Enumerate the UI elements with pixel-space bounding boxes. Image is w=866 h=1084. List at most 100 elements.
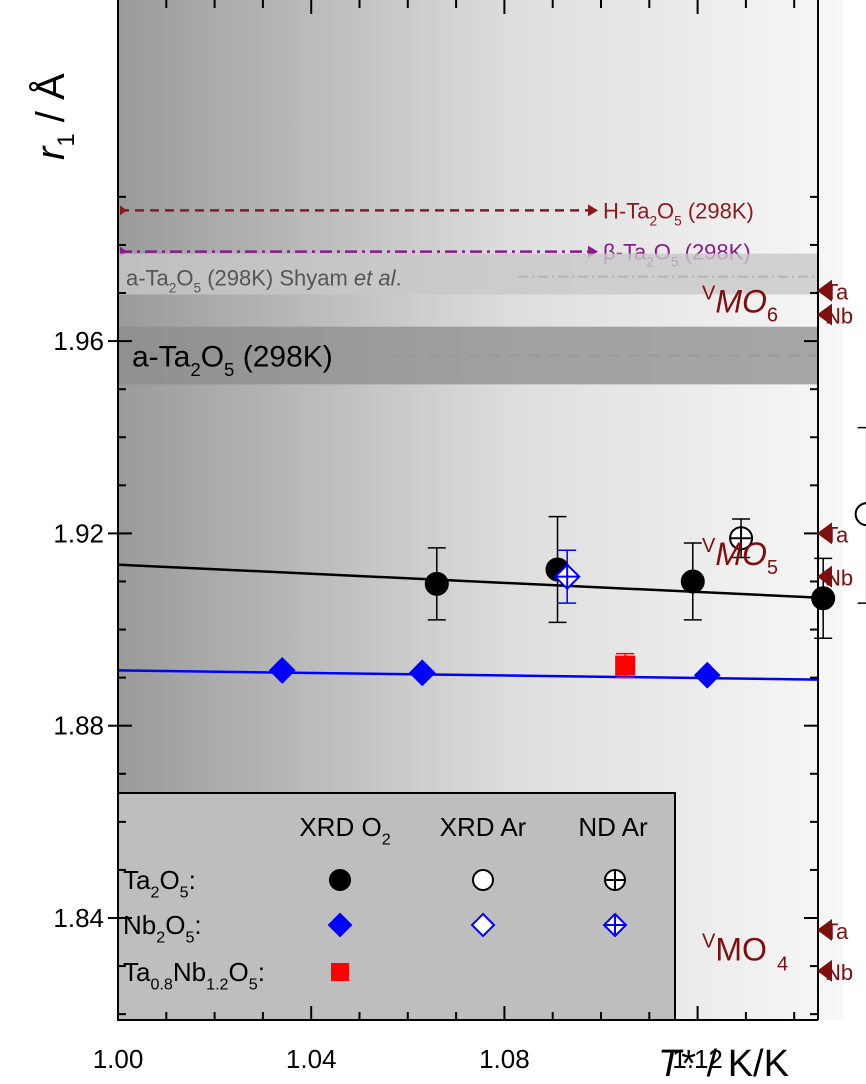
marker-diamond-filled — [408, 659, 436, 687]
reference-lines: H-Ta2O5 (298K)β-Ta2O5 (298K)a-Ta2O5 (298… — [118, 198, 818, 385]
legend-row-label-part: 2 — [150, 883, 159, 901]
element-label-nb: Nb — [825, 304, 853, 329]
ref-label-part: 2 — [169, 281, 177, 296]
polyhedron-label: VMO5 — [702, 535, 778, 579]
series-diamond-filled — [268, 656, 721, 689]
fit-line — [118, 563, 818, 599]
legend-row-label-part: O — [229, 957, 249, 987]
x-tick-label: 1.04 — [286, 1044, 337, 1074]
ref-label-part: O — [176, 266, 193, 291]
marker-diamond-cross — [602, 912, 628, 938]
ref-arrow — [588, 204, 598, 217]
legend-row-label-part: 1.2 — [206, 975, 228, 993]
polyhedron-label-part: MO — [715, 284, 767, 320]
legend-row-label-part: O — [165, 910, 185, 940]
series-circle-cross — [729, 518, 754, 559]
ref-label-part: 5 — [674, 213, 682, 228]
legend-row-label: Ta0.8Nb1.2O5: — [123, 957, 265, 993]
element-label-ta: Ta — [825, 919, 849, 944]
ref-arrow-start — [120, 205, 127, 216]
x-tick-label: 1.00 — [93, 1044, 144, 1074]
legend-row-label-part: 0.8 — [150, 975, 172, 993]
marker-diamond — [408, 659, 436, 687]
marker-circle — [329, 869, 351, 891]
marker-circle-filled — [329, 869, 351, 891]
legend-header-part: XRD Ar — [440, 812, 527, 842]
marker-square — [331, 963, 349, 981]
marker-diamond — [693, 661, 721, 689]
polyhedron-label-part: 5 — [767, 557, 778, 579]
legend-row-label-part: Nb — [173, 957, 206, 987]
marker-square-filled — [331, 963, 349, 981]
ref-label-part: 2 — [649, 213, 657, 228]
legend-header-part: ND Ar — [578, 812, 648, 842]
legend-box — [117, 792, 676, 1021]
ref-label-part: H-Ta — [603, 198, 650, 223]
y-axis-label-part: 1 — [53, 133, 80, 146]
polyhedron-label-part: V — [702, 283, 716, 305]
legend-row-label-part: : — [194, 910, 201, 940]
ref-label-part: 5 — [224, 359, 234, 380]
series-square-filled — [615, 652, 636, 679]
y-axis-label: r1 / Å — [28, 73, 80, 160]
marker-diamond — [268, 656, 296, 684]
x-axis-label-part: / K/K — [696, 1043, 789, 1084]
polyhedron-label: VMO6 — [702, 283, 778, 327]
marker-triangle-ta — [817, 279, 832, 302]
marker-circle — [472, 869, 494, 891]
legend-row-label-part: Ta — [123, 957, 151, 987]
legend-header-part: XRD O — [299, 812, 381, 842]
polyhedron-label: VMO — [702, 930, 767, 967]
marker-diamond-cross — [553, 563, 581, 591]
legend-row-label-part: 5 — [249, 975, 258, 993]
marker-circle-filled — [424, 571, 449, 596]
polyhedron-label-part: 6 — [767, 305, 778, 327]
legend-header: XRD Ar — [440, 812, 527, 842]
x-tick-label: 1.08 — [479, 1044, 530, 1074]
y-axis-label-part: r — [29, 145, 73, 160]
marker-circle-open — [472, 869, 494, 891]
marker-square — [615, 655, 636, 676]
y-axis-label-part: / Å — [28, 73, 73, 133]
y-tick-label: 1.88 — [53, 711, 104, 741]
ref-label-part: 5 — [194, 281, 202, 296]
marker-diamond-filled — [327, 912, 353, 938]
marker-circle — [854, 502, 866, 527]
ref-label-part: O — [657, 198, 674, 223]
y-tick-label: 1.92 — [53, 518, 104, 548]
ref-label-part: O — [201, 341, 224, 374]
marker-circle-cross — [729, 526, 754, 551]
ref-label-part: . — [396, 266, 402, 291]
legend-header: XRD O2 — [299, 812, 390, 848]
ref-label-part: a-Ta — [126, 266, 170, 291]
polyhedron-sub: 4 — [777, 953, 788, 975]
ref-label-part: a-Ta — [132, 341, 191, 374]
axes: 1.841.881.921.961.001.041.081.121.16T* /… — [28, 0, 866, 1084]
marker-square-filled — [615, 655, 636, 676]
legend-header: ND Ar — [578, 812, 648, 842]
marker-diamond-filled — [268, 656, 296, 684]
polyhedron-label-part: MO — [715, 931, 767, 967]
x-axis-label-part: T — [658, 1043, 684, 1084]
marker-triangle-nb — [817, 565, 832, 588]
series-circle-open — [854, 426, 866, 604]
marker-diamond — [327, 912, 353, 938]
marker-circle-filled — [680, 569, 705, 594]
legend-row-label-part: O — [159, 865, 179, 895]
legend-row-label: Nb2O5: — [123, 910, 202, 946]
x-tick-label: 1.12 — [672, 1044, 723, 1074]
legend-header-part: 2 — [382, 830, 391, 848]
y-tick-label: 1.84 — [53, 903, 104, 933]
polyhedron-label-part: V — [702, 535, 716, 557]
data-points — [268, 426, 866, 689]
polyhedron-label-part: MO — [715, 536, 767, 572]
marker-triangle-nb — [817, 959, 832, 982]
marker-circle — [424, 571, 449, 596]
series-diamond-cross — [553, 549, 581, 604]
legend-row-label-part: 5 — [185, 928, 194, 946]
legend-row-label-part: 5 — [180, 883, 189, 901]
marker-triangle-ta — [817, 522, 832, 545]
marker-diamond — [470, 912, 496, 938]
